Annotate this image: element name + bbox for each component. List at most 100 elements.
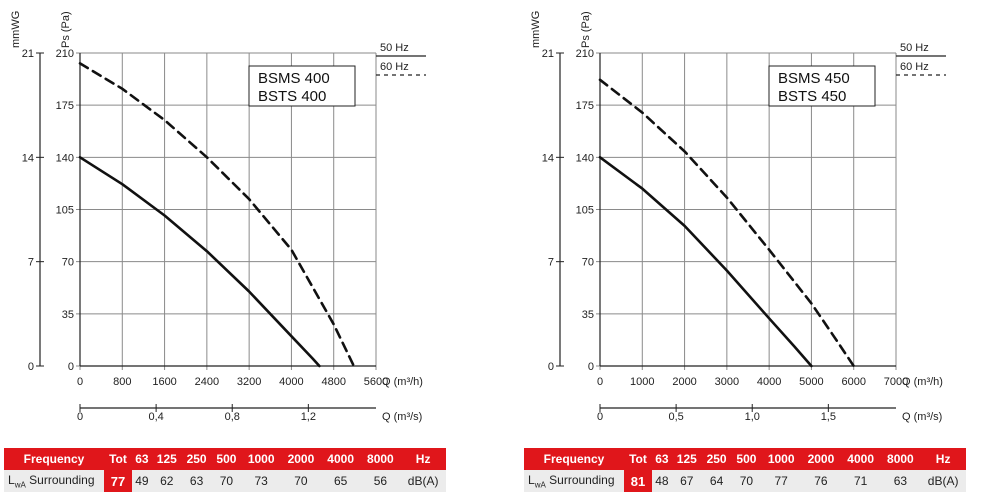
x-tick-label: 0 <box>597 376 603 388</box>
freq-header: 125 <box>671 448 702 470</box>
y-tick-label: 140 <box>576 152 594 164</box>
unit-value: dB(A) <box>400 470 446 492</box>
m3s-tick-label: 0,8 <box>225 411 240 423</box>
m3s-tick-label: 0 <box>77 411 83 423</box>
performance-chart-400: 0 800 1600 2400 3200 4000 4800 5600035701051401… <box>10 11 426 423</box>
y-tick-label: 175 <box>56 100 74 112</box>
band-value: 48 <box>652 470 672 492</box>
model-name: BSMS 400 <box>258 70 330 87</box>
m3s-tick-label: 0 <box>597 411 603 423</box>
freq-header: 125 <box>151 448 182 470</box>
m3s-tick-label: 0,4 <box>148 411 163 423</box>
y-tick-label: 70 <box>62 257 74 269</box>
y-tick-label: 105 <box>576 205 594 217</box>
band-value: 63 <box>880 470 921 492</box>
mmwg-tick-label: 7 <box>548 257 554 269</box>
lwa-surrounding-label: LwA Surrounding <box>4 470 104 492</box>
y-tick-label: 140 <box>56 152 74 164</box>
freq-header: 2000 <box>281 448 321 470</box>
band-value: 64 <box>701 470 732 492</box>
legend-60hz-label: 60 Hz <box>380 61 409 73</box>
unit-value: dB(A) <box>920 470 966 492</box>
model-name: BSTS 400 <box>258 88 326 105</box>
x-tick-label: 2000 <box>672 376 696 388</box>
tot-header: Tot <box>624 448 652 470</box>
band-value: 76 <box>801 470 841 492</box>
y-tick-label: 0 <box>68 361 74 373</box>
band-value: 70 <box>731 470 762 492</box>
x-tick-label: 1000 <box>630 376 654 388</box>
y-tick-label: 0 <box>588 361 594 373</box>
x-tick-label: 4000 <box>279 376 303 388</box>
freq-header: 1000 <box>761 448 802 470</box>
freq-header: 4000 <box>840 448 881 470</box>
unit-header: Hz <box>400 448 446 470</box>
y-tick-label: 35 <box>582 309 594 321</box>
x-tick-label: 2400 <box>195 376 219 388</box>
legend-50hz-label: 50 Hz <box>380 42 409 54</box>
x-tick-label: 0 <box>77 376 83 388</box>
y-tick-label: 105 <box>56 205 74 217</box>
m3s-tick-label: 1,0 <box>745 411 760 423</box>
y-tick-label: 70 <box>582 257 594 269</box>
x-tick-label: 7000 <box>884 376 908 388</box>
freq-header: 500 <box>731 448 762 470</box>
y-tick-label: 35 <box>62 309 74 321</box>
tot-value: 77 <box>104 470 132 492</box>
x-axis-title: Q (m³/h) <box>902 376 943 388</box>
band-value: 70 <box>211 470 242 492</box>
freq-header: 4000 <box>320 448 361 470</box>
mmwg-tick-label: 21 <box>22 48 34 60</box>
m3s-tick-label: 1,2 <box>301 411 316 423</box>
frequency-label: Frequency <box>524 448 624 470</box>
sound-table-400: Frequency Tot 63 125 250 500 1000 2000 4… <box>4 448 446 492</box>
sound-table-header: Frequency Tot 63 125 250 500 1000 2000 4… <box>524 448 966 470</box>
m3s-tick-label: 1,5 <box>821 411 836 423</box>
freq-header: 1000 <box>241 448 282 470</box>
y-tick-label: 210 <box>56 48 74 60</box>
band-value: 70 <box>281 470 321 492</box>
m3s-axis-title: Q (m³/s) <box>382 411 422 423</box>
chart-panel-400: 0 800 1600 2400 3200 4000 4800 5600 0 35 70 105 140 1… <box>0 0 480 499</box>
tot-header: Tot <box>104 448 132 470</box>
mmwg-tick-label: 7 <box>28 257 34 269</box>
mmwg-tick-label: 14 <box>22 152 34 164</box>
freq-header: 250 <box>701 448 732 470</box>
ps-axis-title: Ps (Pa) <box>60 11 72 48</box>
sound-table-450: Frequency Tot 63 125 250 500 1000 2000 4… <box>524 448 966 492</box>
chart-panel-450: 0 1000 2000 3000 4000 5000 6000 7000 0 35 70 105 140… <box>520 0 983 499</box>
y-tick-label: 175 <box>576 100 594 112</box>
mmwg-axis-title: mmWG <box>530 11 542 48</box>
band-value: 71 <box>840 470 881 492</box>
model-name: BSMS 450 <box>778 70 850 87</box>
mmwg-tick-label: 21 <box>542 48 554 60</box>
curve-60hz <box>78 62 356 368</box>
freq-header: 8000 <box>880 448 921 470</box>
y-tick-label: 210 <box>576 48 594 60</box>
band-value: 77 <box>761 470 802 492</box>
band-value: 67 <box>671 470 702 492</box>
x-tick-label: 4800 <box>321 376 345 388</box>
m3s-axis-title: Q (m³/s) <box>902 411 942 423</box>
model-box <box>248 65 356 107</box>
ps-axis-title: Ps (Pa) <box>580 11 592 48</box>
x-tick-label: 5600 <box>364 376 388 388</box>
curve-50hz <box>78 156 321 368</box>
curve-60hz <box>598 78 855 368</box>
model-name: BSTS 450 <box>778 88 846 105</box>
sound-table-header: Frequency Tot 63 125 250 500 1000 2000 4… <box>4 448 446 470</box>
x-tick-label: 6000 <box>841 376 865 388</box>
tot-value: 81 <box>624 470 652 492</box>
mmwg-tick-label: 0 <box>28 361 34 373</box>
band-value: 73 <box>241 470 282 492</box>
band-value: 56 <box>360 470 401 492</box>
sound-table-row: LwA Surrounding 77 49 62 63 70 73 70 65 … <box>4 470 446 492</box>
freq-header: 250 <box>181 448 212 470</box>
freq-header: 500 <box>211 448 242 470</box>
x-tick-label: 5000 <box>799 376 823 388</box>
unit-header: Hz <box>920 448 966 470</box>
performance-chart-450: 0 1000 2000 3000 4000 5000 6000 700003570105140… <box>530 11 946 423</box>
x-tick-label: 3000 <box>715 376 739 388</box>
mmwg-tick-label: 0 <box>548 361 554 373</box>
frequency-label: Frequency <box>4 448 104 470</box>
